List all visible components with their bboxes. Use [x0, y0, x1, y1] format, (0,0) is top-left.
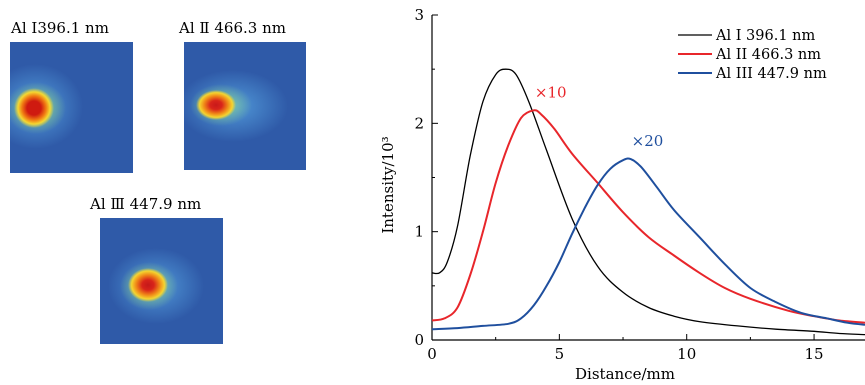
legend-label-1: Al I 396.1 nm	[715, 28, 816, 44]
series-annotation-3: ×20	[632, 132, 664, 150]
x-tick-label: 10	[677, 345, 696, 363]
image-title-al-i: Al Ⅰ396.1 nm	[11, 19, 109, 37]
y-axis-label: Intensity/10³	[379, 136, 397, 233]
legend-label-3: Al III 447.9 nm	[715, 66, 827, 82]
image-title-al-iii: Al Ⅲ 447.9 nm	[90, 195, 202, 213]
x-tick-label: 0	[427, 345, 437, 363]
image-title-al-ii: Al Ⅱ 466.3 nm	[179, 19, 286, 37]
series-line-1	[431, 68, 865, 336]
chart-legend: Al I 396.1 nm Al II 466.3 nm Al III 447.9 …	[678, 28, 827, 82]
chart-axes: 0 5 10 15 0 1 2 3	[414, 6, 865, 363]
emission-image-al-ii	[184, 42, 306, 170]
emission-image-al-i	[10, 42, 133, 173]
y-tick-label: 1	[414, 223, 424, 241]
x-tick-label: 15	[805, 345, 824, 363]
legend-label-2: Al II 466.3 nm	[715, 47, 821, 63]
y-tick-label: 3	[414, 6, 424, 24]
emission-image-al-iii	[100, 218, 223, 344]
series-line-3	[431, 157, 865, 331]
x-tick-label: 5	[555, 345, 565, 363]
chart-series: ×10 ×20	[431, 68, 865, 336]
y-tick-label: 0	[414, 331, 424, 349]
series-line-2	[431, 109, 865, 324]
x-axis-label: Distance/mm	[575, 365, 675, 383]
y-tick-label: 2	[414, 114, 424, 132]
series-annotation-2: ×10	[535, 83, 567, 101]
